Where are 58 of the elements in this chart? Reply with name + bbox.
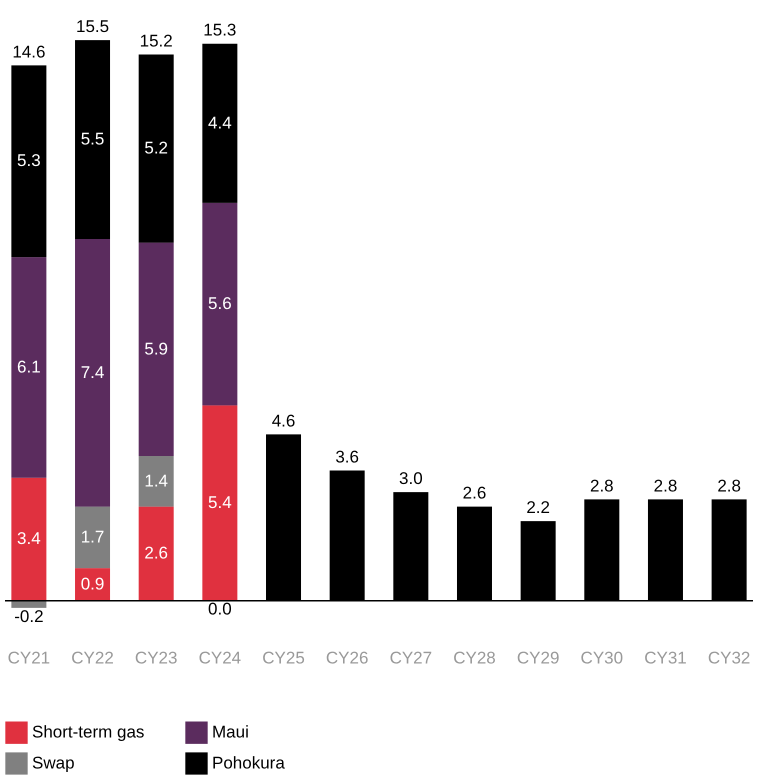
legend-label: Swap [32, 754, 75, 772]
bar [202, 405, 238, 601]
x-tick-label: CY22 [71, 648, 114, 668]
bar [138, 54, 174, 243]
total-label: 2.8 [654, 476, 678, 496]
data-label: 1.7 [80, 527, 104, 546]
bar [11, 65, 46, 258]
total-label: 4.6 [272, 411, 296, 430]
bar [75, 506, 110, 568]
legend-label: Maui [212, 722, 249, 742]
x-tick-label: CY30 [580, 648, 624, 668]
total-label: 2.8 [717, 476, 741, 496]
x-tick-label: CY24 [198, 648, 242, 668]
bar [11, 478, 46, 601]
data-label: 7.4 [80, 362, 104, 382]
data-label: 3.4 [17, 529, 41, 548]
data-label: 4.4 [208, 113, 232, 132]
total-label: 2.6 [462, 484, 486, 503]
data-label: 1.4 [144, 471, 168, 490]
total-label: 15.3 [203, 20, 236, 40]
legend-label: Pohokura [212, 754, 286, 772]
x-tick-label: CY28 [453, 648, 496, 668]
data-label: 0.9 [80, 574, 104, 594]
total-label: 3.6 [335, 447, 359, 466]
x-tick-label: CY29 [516, 648, 560, 668]
total-label: 3.0 [399, 469, 423, 488]
x-tick-label: CY25 [262, 648, 305, 668]
x-tick-label: CY26 [326, 648, 368, 668]
total-label: 15.5 [76, 17, 110, 36]
x-tick-label: CY23 [134, 648, 178, 668]
data-label: 5.3 [17, 151, 41, 170]
total-label: 15.2 [140, 32, 173, 51]
bar [11, 257, 46, 478]
x-tick-label: CY32 [708, 648, 750, 668]
bar [138, 506, 174, 601]
data-label: 5.9 [144, 339, 168, 358]
total-label: 14.6 [12, 42, 46, 62]
data-label: 5.6 [208, 294, 232, 314]
bar [138, 242, 174, 456]
total-label: 2.8 [590, 476, 614, 496]
legend-label: Short-term gas [32, 722, 144, 742]
bar [202, 44, 238, 203]
data-label: 5.2 [144, 138, 168, 158]
x-tick-label: CY27 [390, 648, 432, 668]
data-label: 5.4 [208, 493, 232, 512]
data-label: 5.5 [80, 130, 104, 149]
bar [75, 239, 110, 507]
data-label: -0.2 [14, 606, 44, 626]
x-tick-label: CY31 [644, 648, 687, 668]
data-label: 6.1 [17, 357, 41, 376]
bar [138, 456, 174, 507]
data-label: 2.6 [144, 544, 168, 563]
annotation: 0.0 [208, 600, 232, 619]
bar [202, 202, 238, 406]
total-label: 2.2 [526, 498, 550, 518]
bar [75, 40, 110, 239]
x-tick-label: CY21 [8, 648, 50, 668]
bar [11, 600, 46, 608]
